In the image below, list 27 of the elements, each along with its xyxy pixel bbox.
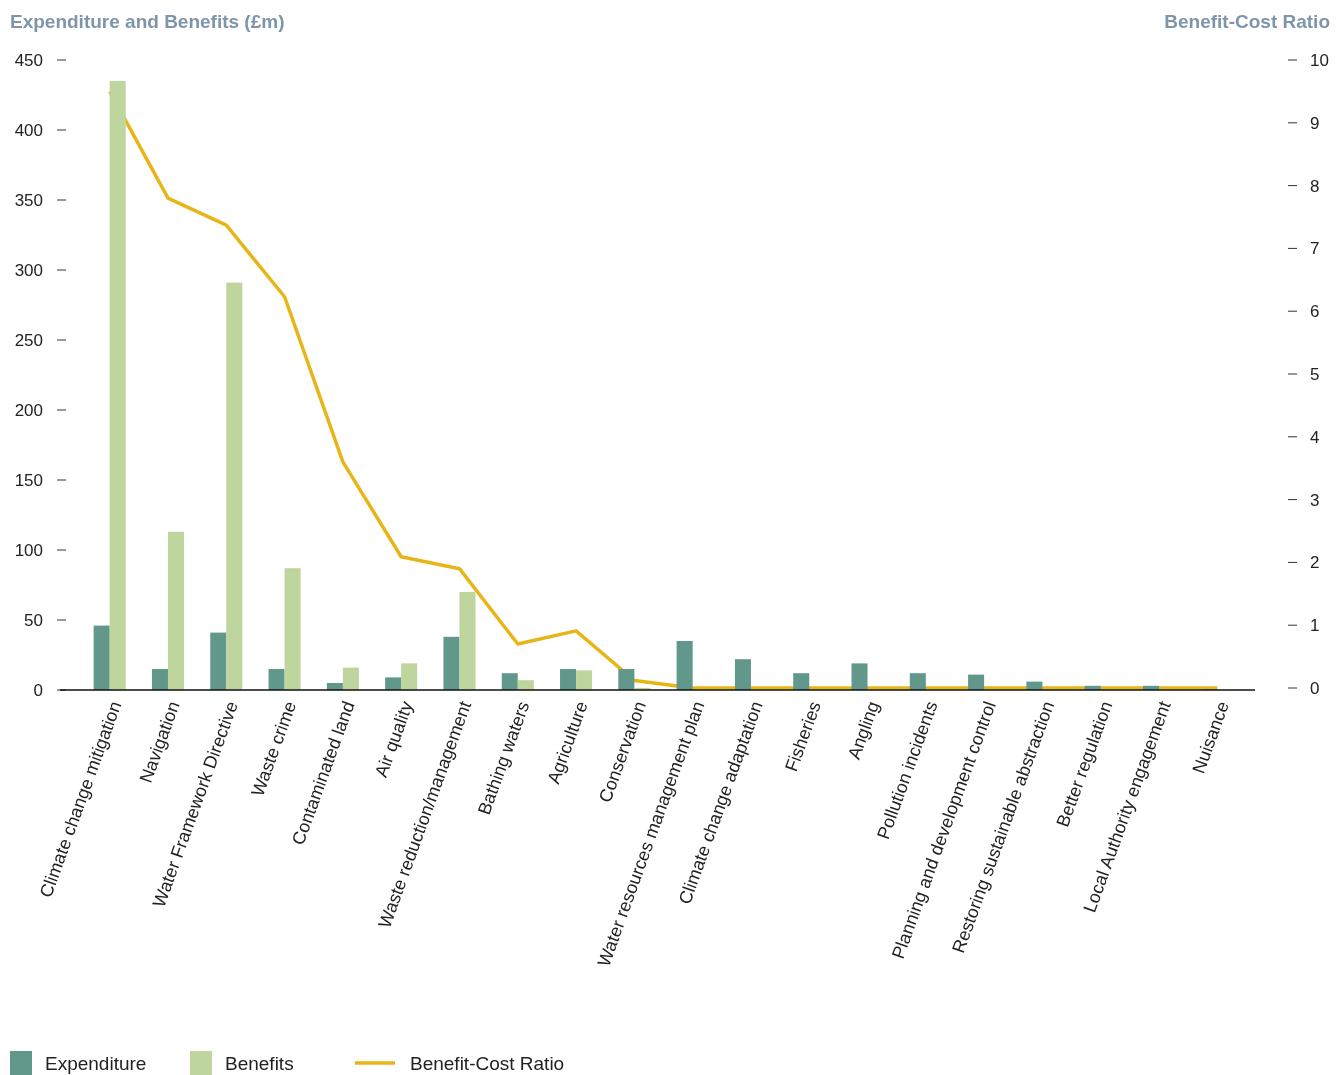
y2-axis-title: Benefit-Cost Ratio [1164, 11, 1330, 32]
y2-tick-label: 3 [1310, 490, 1320, 510]
y-tick-label: 150 [14, 470, 43, 490]
x-tick-label: Waste crime [247, 698, 301, 799]
legend-label: Benefit-Cost Ratio [410, 1052, 565, 1074]
y-tick-label: 100 [14, 540, 43, 560]
y2-tick-label: 5 [1310, 364, 1320, 384]
y-tick-label: 50 [24, 610, 43, 630]
y-tick-label: 200 [14, 400, 43, 420]
y2-tick-label: 0 [1310, 678, 1320, 698]
y2-tick-label: 4 [1310, 427, 1320, 447]
y2-tick-label: 10 [1310, 50, 1329, 70]
y2-tick-label: 2 [1310, 553, 1320, 573]
y-tick-label: 350 [14, 190, 43, 210]
y-tick-label: 300 [14, 260, 43, 280]
y2-tick-label: 1 [1310, 616, 1320, 636]
y-tick-label: 0 [33, 680, 43, 700]
y2-tick-label: 8 [1310, 176, 1320, 196]
legend-label: Benefits [225, 1052, 294, 1074]
y-tick-label: 450 [14, 50, 43, 70]
y2-tick-label: 9 [1310, 113, 1320, 133]
y-tick-label: 400 [14, 120, 43, 140]
y-tick-label: 250 [14, 330, 43, 350]
y2-tick-label: 7 [1310, 239, 1320, 259]
legend-label: Expenditure [45, 1052, 147, 1074]
y-axis-title: Expenditure and Benefits (£m) [10, 11, 285, 32]
y2-tick-label: 6 [1310, 302, 1320, 322]
